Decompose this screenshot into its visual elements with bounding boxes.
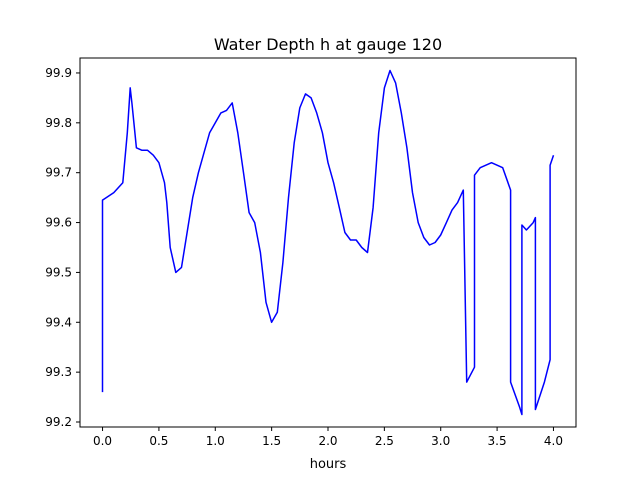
chart-title: Water Depth h at gauge 120	[214, 35, 442, 54]
y-tick-label: 99.5	[45, 265, 72, 279]
x-tick-label: 0.5	[149, 434, 168, 448]
x-tick-label: 1.0	[206, 434, 225, 448]
x-tick-label: 3.0	[431, 434, 450, 448]
y-tick-label: 99.3	[45, 365, 72, 379]
x-tick-label: 0.0	[93, 434, 112, 448]
plot-area	[80, 58, 576, 427]
x-tick-label: 4.0	[544, 434, 563, 448]
y-tick-label: 99.7	[45, 166, 72, 180]
series-layer	[101, 69, 555, 416]
series-line-0	[101, 69, 555, 416]
y-tick-label: 99.6	[45, 216, 72, 230]
y-axis-ticks: 99.2 99.3 99.4 99.5 99.6 99.7 99.8 99.9	[45, 66, 80, 429]
y-tick-label: 99.2	[45, 415, 72, 429]
x-tick-label: 1.5	[262, 434, 281, 448]
x-axis-ticks: 0.0 0.5 1.0 1.5 2.0 2.5 3.0 3.5 4.0	[93, 427, 563, 448]
plot-frame	[79, 57, 577, 428]
x-tick-label: 2.0	[318, 434, 337, 448]
y-tick-label: 99.8	[45, 116, 72, 130]
y-tick-label: 99.4	[45, 315, 72, 329]
y-tick-label: 99.9	[45, 66, 72, 80]
x-tick-label: 2.5	[375, 434, 394, 448]
x-tick-label: 3.5	[488, 434, 507, 448]
x-axis-label: hours	[310, 457, 347, 472]
